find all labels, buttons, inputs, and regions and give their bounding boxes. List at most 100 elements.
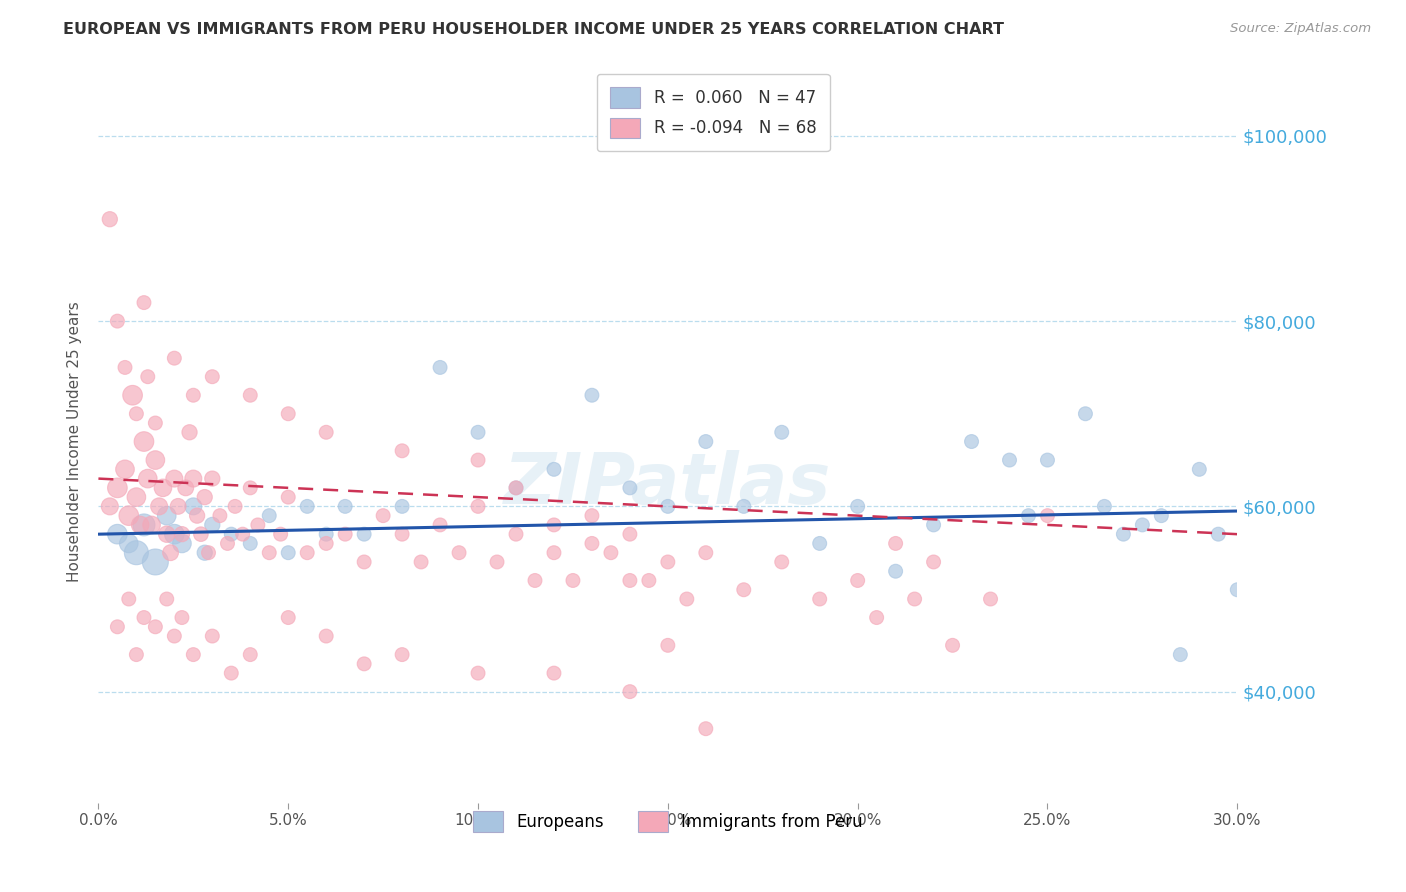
Point [170, 536, 193, 550]
Point [335, 500, 357, 514]
Point [922, 517, 945, 532]
Point [315, 629, 337, 643]
Text: EUROPEAN VS IMMIGRANTS FROM PERU HOUSEHOLDER INCOME UNDER 25 YEARS CORRELATION C: EUROPEAN VS IMMIGRANTS FROM PERU HOUSEHO… [63, 22, 1004, 37]
Point [922, 555, 945, 569]
Point [543, 666, 565, 681]
Text: ZIPatlas: ZIPatlas [505, 450, 831, 519]
Point [884, 536, 907, 550]
Point [998, 453, 1021, 467]
Point [270, 527, 292, 541]
Point [208, 508, 231, 523]
Point [942, 638, 965, 652]
Point [239, 481, 262, 495]
Point [1036, 453, 1059, 467]
Point [167, 500, 190, 514]
Point [638, 574, 661, 588]
Point [201, 517, 224, 532]
Point [808, 592, 831, 607]
Point [232, 527, 254, 541]
Point [239, 388, 262, 402]
Point [449, 546, 471, 560]
Point [467, 425, 489, 440]
Point [391, 500, 413, 514]
Point [239, 536, 262, 550]
Point [1094, 500, 1116, 514]
Point [125, 648, 148, 662]
Point [201, 472, 224, 486]
Point [695, 722, 717, 736]
Point [163, 629, 186, 643]
Point [353, 555, 375, 569]
Point [186, 508, 208, 523]
Point [201, 369, 224, 384]
Point [391, 443, 413, 458]
Point [114, 360, 136, 375]
Point [156, 527, 179, 541]
Point [619, 481, 641, 495]
Point [960, 434, 983, 449]
Point [118, 536, 141, 550]
Point [429, 360, 451, 375]
Y-axis label: Householder Income Under 25 years: Householder Income Under 25 years [67, 301, 83, 582]
Point [1226, 582, 1249, 597]
Point [486, 555, 509, 569]
Point [121, 388, 143, 402]
Point [277, 610, 299, 624]
Point [770, 425, 793, 440]
Point [132, 434, 155, 449]
Point [562, 574, 585, 588]
Point [125, 546, 148, 560]
Point [846, 574, 869, 588]
Point [600, 546, 623, 560]
Point [353, 657, 375, 671]
Point [141, 517, 163, 532]
Point [183, 648, 205, 662]
Point [221, 527, 243, 541]
Point [170, 610, 193, 624]
Point [98, 500, 121, 514]
Point [156, 592, 179, 607]
Point [733, 582, 755, 597]
Point [145, 416, 167, 430]
Point [194, 490, 217, 504]
Point [1150, 508, 1173, 523]
Point [118, 508, 141, 523]
Point [297, 500, 319, 514]
Point [543, 462, 565, 476]
Point [125, 490, 148, 504]
Point [695, 434, 717, 449]
Point [132, 517, 155, 532]
Point [543, 546, 565, 560]
Point [353, 527, 375, 541]
Point [145, 620, 167, 634]
Point [335, 527, 357, 541]
Point [163, 472, 186, 486]
Point [107, 527, 129, 541]
Point [657, 555, 679, 569]
Point [98, 212, 121, 227]
Point [107, 314, 129, 328]
Point [429, 517, 451, 532]
Point [183, 500, 205, 514]
Point [619, 527, 641, 541]
Point [114, 462, 136, 476]
Point [277, 407, 299, 421]
Point [197, 546, 219, 560]
Point [884, 564, 907, 578]
Text: Source: ZipAtlas.com: Source: ZipAtlas.com [1230, 22, 1371, 36]
Point [657, 500, 679, 514]
Point [259, 546, 281, 560]
Point [505, 481, 527, 495]
Point [1112, 527, 1135, 541]
Point [201, 629, 224, 643]
Point [676, 592, 699, 607]
Point [695, 546, 717, 560]
Point [808, 536, 831, 550]
Point [1132, 517, 1154, 532]
Point [145, 453, 167, 467]
Point [1036, 508, 1059, 523]
Point [467, 666, 489, 681]
Point [371, 508, 394, 523]
Point [770, 555, 793, 569]
Point [224, 500, 246, 514]
